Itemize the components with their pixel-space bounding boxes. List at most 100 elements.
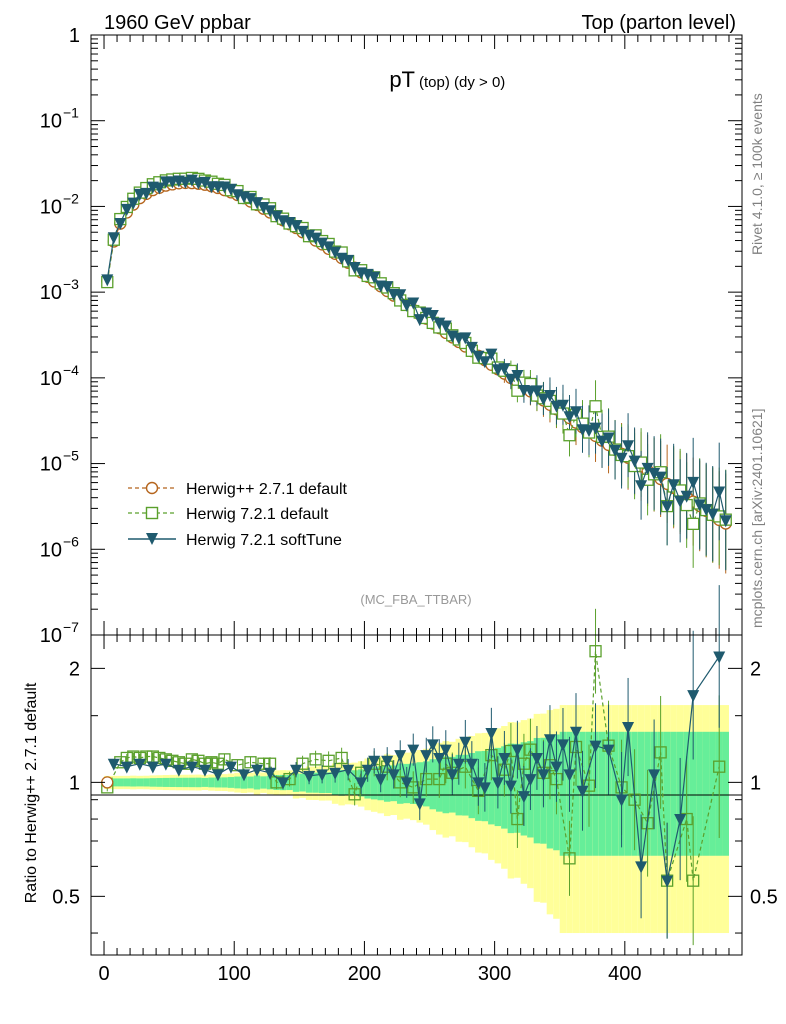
data-point-triangle [381, 281, 394, 294]
data-point-triangle [439, 320, 452, 333]
data-point-triangle [465, 341, 478, 354]
data-point-triangle [504, 373, 517, 386]
y-tick-exponent: −5 [63, 448, 79, 464]
band-green [149, 778, 157, 787]
ratio-plot: 0.5 0.5 1 1 2 2 0 100 200 300 400 Ratio to Herwig… [23, 35, 778, 985]
ratio-point-triangle [452, 758, 465, 771]
ratio-point-triangle [576, 785, 589, 798]
ratio-point-triangle [537, 769, 550, 782]
band-green [533, 737, 541, 844]
band-green [110, 778, 118, 787]
band-green [325, 772, 332, 793]
band-green [351, 770, 358, 796]
ratio-point-triangle [550, 761, 563, 774]
data-point-triangle [459, 332, 472, 345]
band-green [689, 731, 697, 856]
data-point-triangle [478, 356, 491, 369]
ratio-point-triangle [251, 764, 264, 777]
data-point-triangle [596, 435, 609, 448]
data-point-triangle [290, 220, 303, 233]
ratio-point-triangle [185, 761, 198, 774]
legend-label-softtune: Herwig 7.2.1 softTune [186, 532, 342, 549]
data-point-triangle [674, 495, 687, 508]
ratio-point-triangle [316, 769, 329, 782]
y-tick-label: 1 [69, 25, 80, 47]
data-point-triangle [543, 390, 556, 403]
ratio-point-square [257, 757, 270, 770]
ratio-point-triangle [511, 744, 524, 757]
data-point-square [563, 429, 576, 442]
rivet-label: Rivet 4.1.0, ≥ 100k events [749, 93, 765, 255]
ratio-point-triangle [368, 755, 381, 768]
ratio-point-square [140, 750, 153, 763]
data-point-triangle [706, 508, 719, 521]
data-point-triangle [602, 432, 615, 445]
band-green [221, 777, 228, 788]
ratio-point-triangle [277, 777, 290, 790]
x-tick-label: 300 [478, 963, 511, 985]
legend-label-herwigpp: Herwig++ 2.7.1 default [186, 481, 348, 498]
data-point-square [687, 517, 700, 531]
band-green [416, 762, 424, 806]
band-green [696, 731, 703, 856]
band-green [214, 777, 222, 788]
legend-marker-circle [145, 481, 159, 495]
band-green [344, 770, 352, 796]
data-point-triangle [583, 425, 596, 438]
data-point-triangle [609, 444, 622, 457]
data-point-triangle [329, 246, 342, 259]
data-point-triangle [589, 422, 602, 435]
band-green [598, 731, 606, 856]
band-green [455, 754, 463, 816]
y-tick-label: 10 [40, 368, 62, 390]
band-green [702, 731, 710, 856]
ratio-point-triangle [303, 770, 316, 783]
band-green [182, 777, 189, 788]
band-green [162, 777, 170, 787]
y-tick-exponent: −6 [63, 533, 79, 549]
ratio-point-triangle [407, 744, 420, 757]
ratio-tick-label: 2 [69, 658, 80, 680]
ratio-point-triangle [120, 761, 133, 774]
band-green [253, 775, 261, 790]
data-point-triangle [224, 183, 237, 196]
ratio-point-triangle [329, 767, 342, 780]
ratio-point-triangle [485, 728, 498, 741]
data-point-triangle [198, 176, 211, 189]
data-point-triangle [270, 210, 283, 223]
band-green [234, 776, 241, 789]
y-tick-label: 10 [40, 282, 62, 304]
data-point-triangle [283, 216, 296, 229]
ratio-point-square [153, 751, 166, 765]
main-plot: 110−110−210−310−410−510−610−7 pT (top) (… [40, 25, 743, 647]
data-point-triangle [400, 299, 413, 312]
legend: Herwig++ 2.7.1 default Herwig 7.2.1 defa… [128, 481, 348, 549]
data-point-triangle [641, 462, 654, 475]
ratio-y-axis: 0.5 0.5 1 1 2 2 [52, 658, 778, 934]
y-tick-exponent: −1 [63, 105, 79, 121]
ratio-series [101, 585, 726, 946]
ratio-point-square [511, 812, 524, 826]
data-point-triangle [342, 254, 355, 267]
series-herwig721 [101, 171, 732, 531]
data-point-triangle [511, 370, 524, 383]
data-point-triangle [635, 480, 648, 493]
ratio-point-triangle [211, 769, 224, 782]
band-green [331, 770, 339, 795]
band-green [240, 776, 248, 789]
band-green [266, 775, 274, 790]
y-tick-label: 10 [40, 454, 62, 476]
data-point-triangle [556, 399, 569, 412]
band-green [572, 731, 580, 856]
data-point-triangle [368, 271, 381, 284]
data-point-triangle [120, 203, 133, 216]
data-point-triangle [107, 232, 120, 245]
header-left: 1960 GeV ppbar [104, 12, 251, 34]
ratio-point-triangle [602, 744, 615, 757]
y-tick-exponent: −3 [63, 276, 79, 292]
ratio-point-square [127, 750, 140, 763]
band-green [383, 765, 391, 802]
ratio-point-triangle [530, 752, 543, 765]
ratio-tick-label-right: 0.5 [750, 886, 778, 908]
ratio-point-triangle [661, 875, 674, 888]
